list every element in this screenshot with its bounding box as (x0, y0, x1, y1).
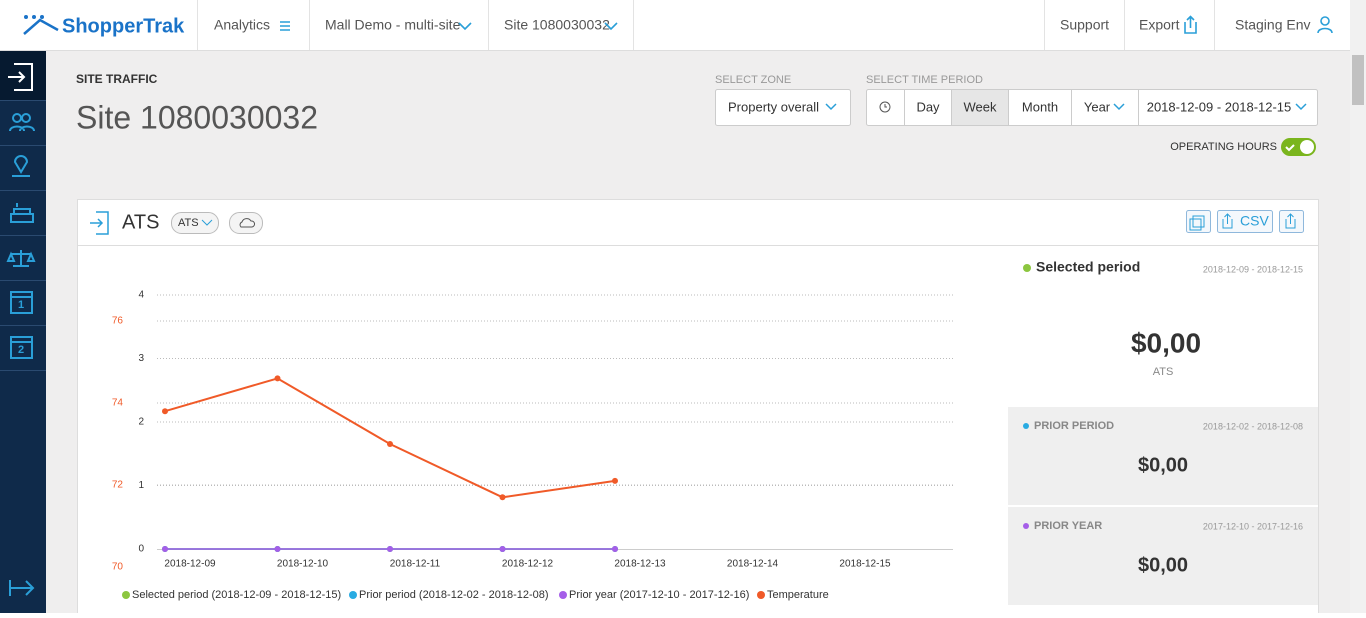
summary-dates: 2018-12-02 - 2018-12-08 (1203, 421, 1303, 431)
nav-item[interactable]: Support (1060, 17, 1109, 33)
widget-icon (90, 211, 109, 235)
chevron (1113, 103, 1307, 111)
y2-tick-label: 74 (112, 398, 124, 409)
period-button[interactable]: Day (916, 99, 940, 114)
nav-icons (280, 15, 1333, 34)
chevron (201, 219, 213, 226)
svg-text:2: 2 (18, 344, 24, 356)
legend-label: Prior year (2017-12-10 - 2017-12-16) (569, 589, 749, 601)
zone-dropdown[interactable] (715, 89, 851, 126)
toggle-check (1285, 144, 1295, 152)
chevron (825, 103, 837, 111)
legend-dot (559, 591, 567, 599)
x-tick-label: 2018-12-15 (839, 559, 891, 570)
data-point (274, 546, 281, 552)
scrollbar[interactable] (1350, 0, 1366, 613)
y2-tick-label: 70 (112, 562, 124, 573)
summary-dot (1023, 264, 1031, 272)
summary-label: PRIOR PERIOD (1034, 420, 1114, 432)
y2-tick-label: 72 (112, 480, 124, 491)
y-tick-label: 4 (138, 290, 144, 301)
summary-label: Selected period (1036, 259, 1140, 275)
svg-text:1: 1 (18, 299, 24, 311)
y2-tick-label: 76 (112, 316, 124, 327)
summary-card (1008, 407, 1318, 505)
x-tick-label: 2018-12-10 (277, 559, 329, 570)
sidebar (0, 51, 46, 613)
summary-dot (1023, 423, 1029, 429)
period-button[interactable]: Month (1022, 99, 1058, 114)
nav-item[interactable]: Export (1139, 17, 1180, 33)
period-button[interactable]: Year (1084, 99, 1111, 114)
control-label: SELECT TIME PERIOD (866, 74, 983, 86)
summary-dot (1023, 523, 1029, 529)
weather-icon (239, 218, 256, 228)
nav-item[interactable]: Site 1080030032 (504, 17, 610, 33)
nav-item[interactable]: Staging Env (1235, 17, 1311, 33)
legend-label: Selected period (2018-12-09 - 2018-12-15… (132, 589, 341, 601)
x-tick-label: 2018-12-14 (727, 559, 779, 570)
legend-dot (349, 591, 357, 599)
summary-label: PRIOR YEAR (1034, 520, 1102, 532)
legend-label: Prior period (2018-12-02 - 2018-12-08) (359, 589, 549, 601)
y-tick-label: 0 (138, 544, 144, 555)
summary-value: $0,00 (1138, 554, 1188, 576)
history-icon[interactable] (879, 101, 891, 113)
period-dividers (904, 90, 1139, 125)
toggle-knob (1300, 140, 1314, 154)
data-point (162, 408, 168, 415)
x-tick-label: 2018-12-12 (502, 559, 554, 570)
summary-card (1008, 507, 1318, 605)
data-point (499, 494, 506, 501)
x-tick-label: 2018-12-11 (390, 559, 441, 570)
data-point (612, 546, 618, 552)
widget-button-icons (1189, 213, 1296, 231)
x-tick-label: 2018-12-13 (614, 559, 666, 570)
summary-dates: 2017-12-10 - 2017-12-16 (1203, 521, 1303, 531)
data-point (387, 441, 393, 447)
sidebar-icons[interactable] (6, 63, 36, 596)
summary-dates: 2018-12-09 - 2018-12-15 (1203, 264, 1303, 274)
legend-label: Temperature (767, 589, 829, 601)
data-point (387, 546, 393, 552)
control-label: SELECT ZONE (715, 74, 791, 86)
date-range[interactable]: 2018-12-09 - 2018-12-15 (1147, 99, 1292, 114)
sidebar-dividers (0, 100, 46, 371)
legend-dot (757, 591, 765, 599)
data-point (274, 375, 281, 382)
scroll-thumb[interactable] (1352, 55, 1364, 105)
summary-unit: ATS (1153, 366, 1174, 378)
summary-value: $0,00 (1131, 327, 1201, 358)
sidebar-digits: 12 (18, 299, 24, 356)
logo-icon (23, 15, 59, 35)
chip-label: ATS (178, 217, 199, 229)
logo[interactable]: ShopperTrak (62, 15, 185, 37)
y-tick-label: 1 (138, 480, 144, 491)
nav-item[interactable]: Analytics (214, 17, 270, 33)
period-button[interactable]: Week (964, 99, 997, 114)
summary-card (1008, 248, 1318, 406)
weather-chip[interactable] (229, 212, 263, 234)
data-point (612, 477, 618, 484)
nav-item[interactable]: Mall Demo - multi-site (325, 17, 461, 33)
data-point (499, 546, 506, 552)
data-point (162, 546, 168, 552)
legend-dot (122, 591, 130, 599)
widget-title: ATS (122, 211, 159, 233)
summary-value: $0,00 (1138, 454, 1188, 476)
nav-dividers (197, 0, 1215, 50)
period-active (951, 90, 1008, 125)
operating-hours-label: OPERATING HOURS (1170, 141, 1277, 153)
csv-button[interactable]: CSV (1240, 213, 1269, 229)
x-tick-label: 2018-12-09 (164, 559, 216, 570)
y-tick-label: 2 (138, 417, 144, 428)
chip[interactable] (171, 212, 219, 234)
page-title: Site 1080030032 (76, 99, 318, 135)
zone-value: Property overall (728, 99, 819, 114)
section-label: SITE TRAFFIC (76, 72, 158, 86)
y-tick-label: 3 (138, 353, 144, 364)
